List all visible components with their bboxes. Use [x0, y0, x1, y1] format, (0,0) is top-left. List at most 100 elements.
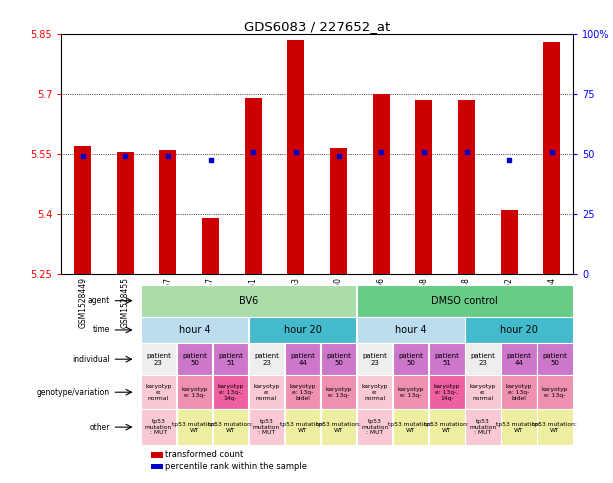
- Bar: [543, 42, 560, 274]
- Bar: [140, 343, 176, 375]
- Text: patient
44: patient 44: [506, 353, 531, 366]
- Bar: [140, 409, 176, 445]
- Bar: [537, 375, 573, 409]
- Text: tp53
mutation
: MUT: tp53 mutation : MUT: [145, 419, 172, 435]
- Bar: [537, 409, 573, 445]
- Bar: [357, 343, 392, 375]
- Text: karyotyp
e:
normal: karyotyp e: normal: [145, 384, 172, 400]
- Bar: [213, 409, 248, 445]
- Text: karyotyp
e: 13q-: karyotyp e: 13q-: [326, 387, 352, 398]
- Text: tp53 mutation:
WT: tp53 mutation: WT: [497, 422, 541, 432]
- Bar: [151, 464, 164, 469]
- Text: karyotyp
e: 13q-: karyotyp e: 13q-: [181, 387, 208, 398]
- Text: DMSO control: DMSO control: [432, 296, 498, 306]
- Bar: [357, 317, 465, 343]
- Bar: [249, 343, 284, 375]
- Bar: [373, 94, 390, 274]
- Bar: [287, 40, 305, 274]
- Bar: [357, 375, 392, 409]
- Text: individual: individual: [72, 355, 110, 364]
- Text: karyotyp
e: 13q-
bidel: karyotyp e: 13q- bidel: [506, 384, 532, 400]
- Bar: [285, 343, 321, 375]
- Bar: [357, 284, 573, 317]
- Text: BV6: BV6: [239, 296, 258, 306]
- Bar: [140, 317, 248, 343]
- Bar: [501, 210, 518, 274]
- Text: tp53
mutation
: MUT: tp53 mutation : MUT: [253, 419, 280, 435]
- Text: karyotyp
e: 13q-: karyotyp e: 13q-: [542, 387, 568, 398]
- Text: karyotyp
e:
normal: karyotyp e: normal: [470, 384, 496, 400]
- Text: percentile rank within the sample: percentile rank within the sample: [166, 462, 307, 471]
- Bar: [465, 343, 501, 375]
- Text: karyotyp
e: 13q-,
14q-: karyotyp e: 13q-, 14q-: [217, 384, 244, 400]
- Text: tp53 mutation:
WT: tp53 mutation: WT: [280, 422, 325, 432]
- Bar: [357, 409, 392, 445]
- Bar: [140, 375, 176, 409]
- Bar: [245, 98, 262, 274]
- Bar: [465, 409, 501, 445]
- Bar: [140, 284, 356, 317]
- Text: patient
50: patient 50: [398, 353, 423, 366]
- Bar: [393, 409, 428, 445]
- Text: hour 4: hour 4: [395, 325, 427, 335]
- Text: karyotyp
e:
normal: karyotyp e: normal: [253, 384, 280, 400]
- Bar: [330, 148, 347, 274]
- Bar: [321, 343, 356, 375]
- Bar: [416, 100, 432, 274]
- Bar: [177, 375, 212, 409]
- Text: hour 4: hour 4: [178, 325, 210, 335]
- Text: time: time: [93, 326, 110, 334]
- Bar: [465, 375, 501, 409]
- Text: patient
50: patient 50: [326, 353, 351, 366]
- Text: patient
23: patient 23: [470, 353, 495, 366]
- Bar: [159, 150, 177, 274]
- Bar: [458, 100, 475, 274]
- Bar: [177, 409, 212, 445]
- Bar: [501, 343, 536, 375]
- Text: tp53 mutation:
WT: tp53 mutation: WT: [424, 422, 469, 432]
- Bar: [393, 343, 428, 375]
- Text: tp53 mutation:
WT: tp53 mutation: WT: [388, 422, 433, 432]
- Bar: [213, 343, 248, 375]
- Text: patient
44: patient 44: [290, 353, 315, 366]
- Text: tp53 mutation:
WT: tp53 mutation: WT: [316, 422, 361, 432]
- Bar: [321, 375, 356, 409]
- Text: patient
51: patient 51: [218, 353, 243, 366]
- Bar: [285, 375, 321, 409]
- Title: GDS6083 / 227652_at: GDS6083 / 227652_at: [244, 20, 390, 33]
- Bar: [74, 146, 91, 274]
- Bar: [151, 452, 164, 457]
- Text: patient
23: patient 23: [146, 353, 171, 366]
- Bar: [393, 375, 428, 409]
- Text: tp53
mutation
: MUT: tp53 mutation : MUT: [361, 419, 388, 435]
- Bar: [285, 409, 321, 445]
- Text: karyotyp
e: 13q-: karyotyp e: 13q-: [397, 387, 424, 398]
- Text: transformed count: transformed count: [166, 451, 243, 459]
- Text: patient
23: patient 23: [362, 353, 387, 366]
- Bar: [249, 375, 284, 409]
- Text: genotype/variation: genotype/variation: [37, 388, 110, 397]
- Bar: [465, 317, 573, 343]
- Bar: [116, 152, 134, 274]
- Text: karyotyp
e: 13q-
bidel: karyotyp e: 13q- bidel: [289, 384, 316, 400]
- Bar: [177, 343, 212, 375]
- Bar: [501, 375, 536, 409]
- Text: patient
50: patient 50: [543, 353, 567, 366]
- Bar: [202, 218, 219, 274]
- Text: tp53 mutation:
WT: tp53 mutation: WT: [208, 422, 253, 432]
- Text: patient
23: patient 23: [254, 353, 279, 366]
- Text: tp53 mutation:
WT: tp53 mutation: WT: [172, 422, 217, 432]
- Bar: [213, 375, 248, 409]
- Text: tp53 mutation:
WT: tp53 mutation: WT: [533, 422, 577, 432]
- Text: other: other: [89, 423, 110, 432]
- Bar: [537, 343, 573, 375]
- Text: hour 20: hour 20: [284, 325, 321, 335]
- Text: patient
51: patient 51: [435, 353, 459, 366]
- Text: patient
50: patient 50: [182, 353, 207, 366]
- Bar: [249, 317, 356, 343]
- Text: karyotyp
e:
normal: karyotyp e: normal: [362, 384, 388, 400]
- Bar: [321, 409, 356, 445]
- Text: hour 20: hour 20: [500, 325, 538, 335]
- Bar: [429, 343, 465, 375]
- Text: karyotyp
e: 13q-,
14q-: karyotyp e: 13q-, 14q-: [433, 384, 460, 400]
